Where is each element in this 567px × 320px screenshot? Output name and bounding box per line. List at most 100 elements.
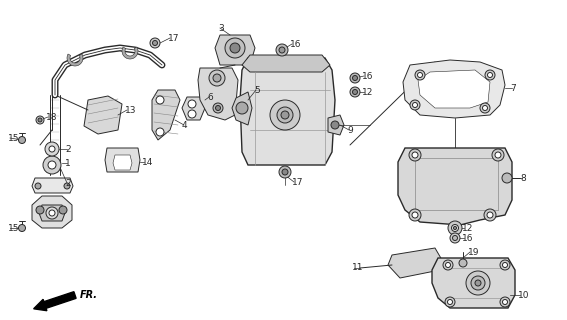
Circle shape bbox=[500, 260, 510, 270]
Text: 8: 8 bbox=[520, 173, 526, 182]
Circle shape bbox=[48, 161, 56, 169]
Circle shape bbox=[466, 271, 490, 295]
Polygon shape bbox=[32, 196, 72, 228]
Polygon shape bbox=[242, 55, 330, 72]
Circle shape bbox=[209, 70, 225, 86]
Text: 11: 11 bbox=[352, 263, 363, 273]
Polygon shape bbox=[113, 155, 132, 170]
Circle shape bbox=[49, 146, 55, 152]
Polygon shape bbox=[105, 148, 140, 172]
Circle shape bbox=[49, 210, 55, 216]
Circle shape bbox=[502, 262, 507, 268]
Polygon shape bbox=[84, 96, 122, 134]
Circle shape bbox=[213, 74, 221, 82]
Polygon shape bbox=[328, 115, 344, 135]
Circle shape bbox=[45, 142, 59, 156]
Circle shape bbox=[500, 297, 510, 307]
Polygon shape bbox=[418, 70, 490, 108]
Circle shape bbox=[35, 183, 41, 189]
Circle shape bbox=[446, 262, 451, 268]
Polygon shape bbox=[388, 248, 442, 278]
Circle shape bbox=[492, 149, 504, 161]
Circle shape bbox=[150, 38, 160, 48]
Text: 15: 15 bbox=[8, 133, 19, 142]
Text: 5: 5 bbox=[254, 85, 260, 94]
Circle shape bbox=[279, 166, 291, 178]
Text: 7: 7 bbox=[510, 84, 516, 92]
Circle shape bbox=[153, 41, 158, 45]
Text: 1: 1 bbox=[65, 158, 71, 167]
Text: 10: 10 bbox=[518, 291, 530, 300]
Circle shape bbox=[59, 206, 67, 214]
Text: 16: 16 bbox=[362, 71, 374, 81]
Polygon shape bbox=[240, 58, 335, 165]
Circle shape bbox=[279, 47, 285, 53]
Text: 9: 9 bbox=[347, 125, 353, 134]
Circle shape bbox=[38, 118, 42, 122]
Circle shape bbox=[156, 128, 164, 136]
Circle shape bbox=[213, 103, 223, 113]
Circle shape bbox=[43, 156, 61, 174]
Polygon shape bbox=[398, 148, 512, 225]
Circle shape bbox=[353, 76, 358, 81]
Circle shape bbox=[281, 111, 289, 119]
Circle shape bbox=[417, 73, 422, 77]
Circle shape bbox=[483, 106, 488, 110]
Circle shape bbox=[19, 137, 26, 143]
Circle shape bbox=[451, 225, 459, 231]
Text: FR.: FR. bbox=[80, 290, 98, 300]
Text: 18: 18 bbox=[46, 113, 57, 122]
Circle shape bbox=[215, 106, 221, 110]
Text: 14: 14 bbox=[142, 157, 154, 166]
Circle shape bbox=[502, 173, 512, 183]
Circle shape bbox=[447, 300, 452, 305]
Circle shape bbox=[188, 110, 196, 118]
Circle shape bbox=[270, 100, 300, 130]
Polygon shape bbox=[182, 97, 205, 120]
Text: 19: 19 bbox=[468, 247, 480, 257]
Circle shape bbox=[350, 87, 360, 97]
Circle shape bbox=[277, 107, 293, 123]
Circle shape bbox=[484, 209, 496, 221]
Polygon shape bbox=[432, 258, 515, 308]
Text: 17: 17 bbox=[292, 178, 303, 187]
Polygon shape bbox=[403, 60, 505, 118]
Circle shape bbox=[64, 183, 70, 189]
Text: 16: 16 bbox=[462, 234, 473, 243]
Polygon shape bbox=[232, 92, 252, 125]
Circle shape bbox=[353, 90, 358, 94]
Text: 17: 17 bbox=[168, 34, 180, 43]
Circle shape bbox=[415, 70, 425, 80]
Circle shape bbox=[46, 207, 58, 219]
Circle shape bbox=[448, 221, 462, 235]
Wedge shape bbox=[122, 47, 138, 59]
Text: 4: 4 bbox=[182, 121, 188, 130]
Circle shape bbox=[412, 152, 418, 158]
Circle shape bbox=[409, 149, 421, 161]
Text: 6: 6 bbox=[207, 92, 213, 101]
Text: 2: 2 bbox=[65, 179, 71, 188]
Text: 12: 12 bbox=[362, 87, 374, 97]
Text: 12: 12 bbox=[462, 223, 473, 233]
Circle shape bbox=[495, 152, 501, 158]
Circle shape bbox=[480, 103, 490, 113]
Circle shape bbox=[282, 169, 288, 175]
Circle shape bbox=[19, 225, 26, 231]
Circle shape bbox=[485, 70, 495, 80]
Circle shape bbox=[409, 209, 421, 221]
Circle shape bbox=[487, 212, 493, 218]
Circle shape bbox=[471, 276, 485, 290]
Circle shape bbox=[450, 233, 460, 243]
Circle shape bbox=[230, 43, 240, 53]
Text: 16: 16 bbox=[290, 39, 302, 49]
Text: 2: 2 bbox=[65, 145, 71, 154]
Text: 3: 3 bbox=[218, 23, 224, 33]
Circle shape bbox=[225, 38, 245, 58]
Circle shape bbox=[488, 73, 493, 77]
Circle shape bbox=[410, 100, 420, 110]
Circle shape bbox=[413, 102, 417, 108]
Circle shape bbox=[331, 121, 339, 129]
Circle shape bbox=[412, 212, 418, 218]
Polygon shape bbox=[215, 35, 255, 65]
Text: 15: 15 bbox=[8, 223, 19, 233]
